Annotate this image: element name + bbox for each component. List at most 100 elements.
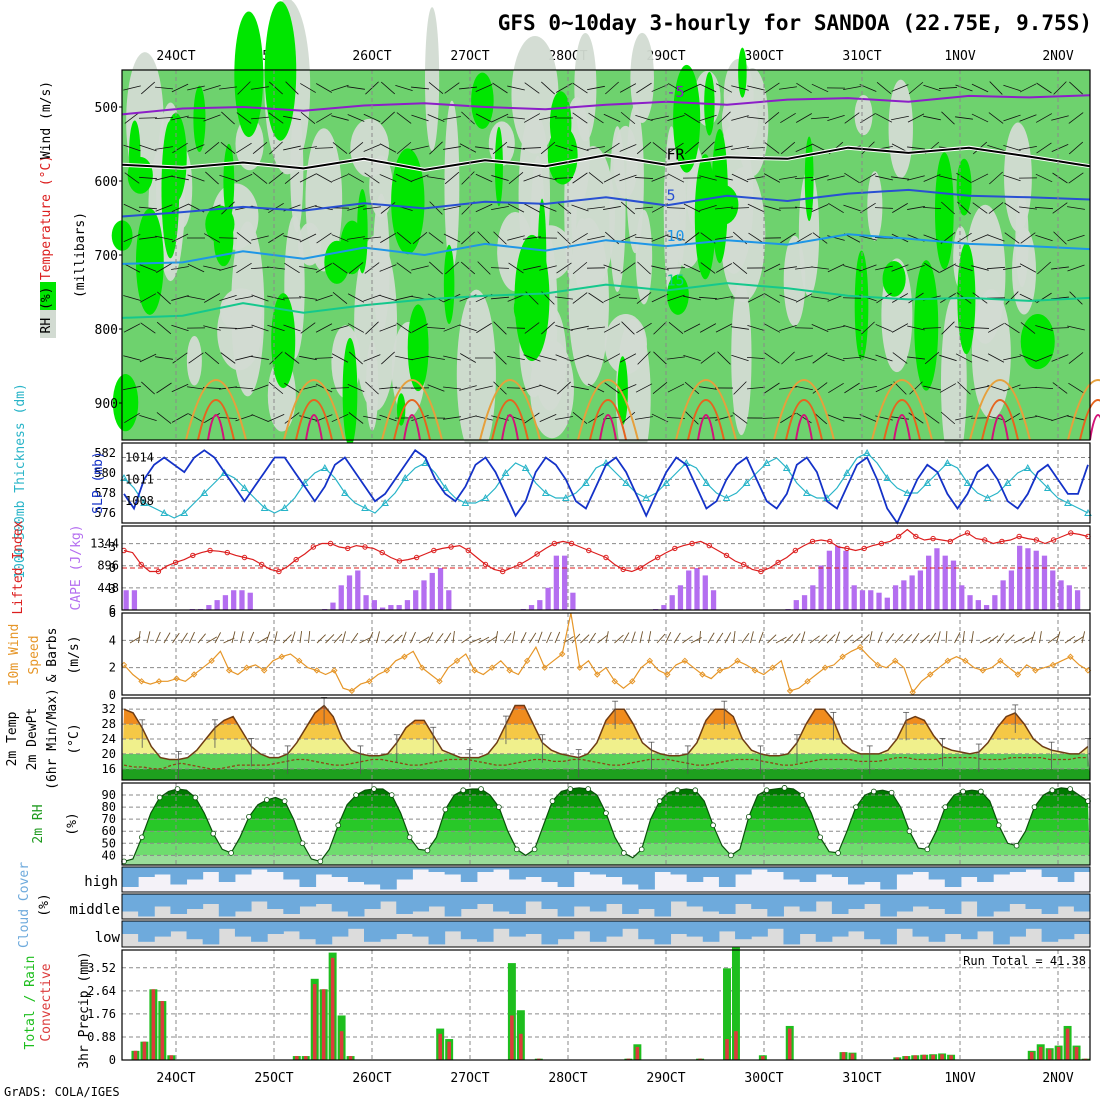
- cloud-bar: [315, 867, 333, 875]
- cape-bar: [123, 590, 129, 610]
- wind-barb: [715, 145, 733, 151]
- lifted-index-point: [741, 561, 747, 568]
- cape-bar: [330, 602, 336, 610]
- lifted-index-point: [259, 561, 265, 568]
- wind-barb: [379, 174, 397, 182]
- rh-point: [442, 806, 449, 813]
- thickness-tick-label: 576: [94, 506, 116, 520]
- wind-barb: [621, 321, 635, 335]
- wind-barb: [571, 144, 589, 152]
- cloud-bar: [718, 921, 736, 932]
- panel-ylabel: & Barbs: [45, 628, 60, 683]
- wind-barb: [219, 174, 237, 182]
- wind-barb: [171, 266, 189, 270]
- cloud-bar: [1025, 867, 1043, 870]
- wind-barb: [459, 324, 477, 332]
- cape-bar: [694, 568, 700, 610]
- cloud-bar: [589, 921, 607, 942]
- temp-panel-frame: [121, 697, 1091, 781]
- wind-barb: [572, 172, 588, 184]
- wind-speed-point: [909, 689, 916, 696]
- cloud-bar: [960, 921, 978, 940]
- cloud-bar: [880, 894, 897, 917]
- cloud-row-frame: [121, 866, 1091, 893]
- wind-barb: [1034, 206, 1054, 210]
- wind-barb: [859, 235, 877, 241]
- wind-barb-10m: [418, 636, 430, 644]
- wind-barb: [171, 295, 189, 301]
- wind-barb: [187, 144, 205, 152]
- wind-barb: [747, 176, 765, 180]
- cloud-bar: [460, 921, 478, 940]
- wind-barb-10m: [486, 635, 498, 644]
- precip-convective-bar: [626, 1058, 631, 1060]
- cloud-bar: [654, 894, 672, 917]
- wind-barb: [795, 206, 813, 210]
- wind-barb-10m: [478, 636, 490, 644]
- wind-barb: [348, 412, 364, 424]
- cloud-bar: [202, 894, 220, 904]
- wind-barb: [235, 173, 253, 183]
- wind-barb: [459, 385, 477, 391]
- wind-barb: [218, 327, 238, 329]
- wind-barb: [123, 355, 141, 361]
- wind-barb-10m: [512, 631, 516, 644]
- cloud-bar: [154, 921, 171, 937]
- wind-barb: [459, 143, 477, 153]
- temp-contour-warm: [185, 379, 247, 441]
- thickness-point: [1023, 463, 1032, 471]
- wind-speed-point: [699, 671, 706, 678]
- wind-barb: [843, 325, 861, 331]
- cloud-bar: [347, 867, 365, 882]
- panel-ylabel: 2m DewPt: [25, 708, 40, 771]
- thickness-point: [702, 478, 711, 486]
- wind-barb: [842, 297, 862, 299]
- wind-barb: [970, 327, 990, 329]
- cloud-bar: [848, 894, 865, 909]
- wind-barb: [268, 381, 284, 395]
- wind-barb: [1068, 352, 1084, 364]
- cloud-bar: [864, 921, 881, 940]
- cloud-bar: [509, 894, 526, 914]
- wind-barb: [523, 385, 541, 391]
- rh-dry-patch: [298, 222, 322, 266]
- wind-barb: [1019, 114, 1037, 122]
- wind-barb: [427, 384, 445, 392]
- lifted-index-point: [1068, 530, 1074, 536]
- cloud-bar: [606, 894, 623, 904]
- cloud-bar: [444, 894, 462, 917]
- rh-point: [281, 798, 288, 804]
- wind-barb: [907, 146, 925, 150]
- precip-convective-bar: [510, 1015, 514, 1060]
- thickness-point: [923, 478, 932, 486]
- thickness-point: [722, 493, 731, 501]
- wind-barb: [556, 262, 572, 274]
- cloud-bar: [138, 867, 155, 877]
- precip-convective-bar: [142, 1041, 147, 1060]
- lifted-index-point: [982, 537, 988, 543]
- wind-barb: [171, 175, 189, 181]
- cape-bar: [959, 585, 965, 610]
- rh-point: [335, 822, 342, 829]
- cloud-bar: [299, 867, 317, 887]
- wind-speed-point: [804, 678, 811, 685]
- wind-barb: [155, 86, 173, 90]
- panel-ylabel: SLP (mb): [91, 451, 106, 514]
- wind-barb: [795, 385, 813, 391]
- wind-barb: [587, 85, 605, 91]
- wind-barb: [668, 83, 684, 93]
- wind-barb: [123, 144, 141, 152]
- wind-barb: [507, 294, 525, 302]
- temp-tick-label: 16: [102, 762, 116, 776]
- rh-moist-patch: [324, 240, 350, 284]
- cape-bar: [1033, 550, 1039, 610]
- wind-speed-point: [383, 667, 391, 674]
- wind-barb: [1019, 416, 1037, 420]
- cape-panel-frame: [121, 525, 1091, 611]
- cloud-bar: [493, 867, 510, 870]
- wind-barb: [717, 111, 731, 125]
- wind-barb: [779, 176, 797, 180]
- precip-convective-bar: [133, 1050, 138, 1060]
- thickness-point: [1043, 483, 1052, 491]
- wind-barb: [491, 175, 509, 181]
